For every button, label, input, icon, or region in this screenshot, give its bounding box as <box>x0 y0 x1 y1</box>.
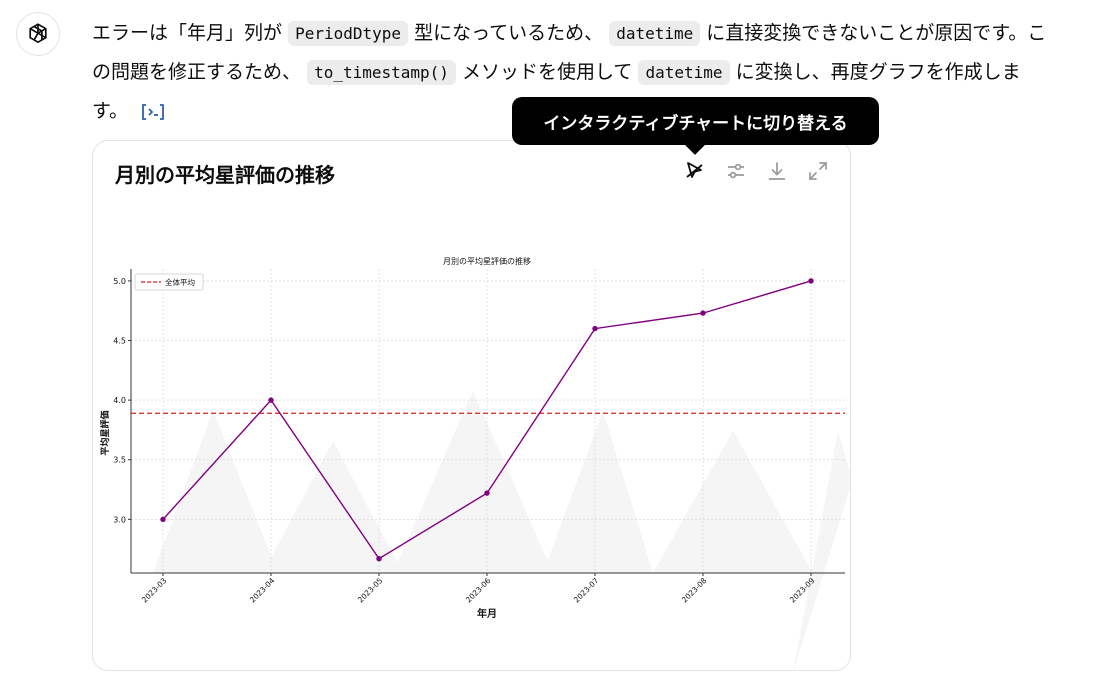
watermark-shape <box>793 431 850 670</box>
message-paragraph: エラーは「年月」列が PeriodDtype 型になっているため、 dateti… <box>92 14 1052 130</box>
inline-code: PeriodDtype <box>288 21 409 46</box>
download-button[interactable] <box>765 159 789 183</box>
chart-watermark <box>153 391 850 670</box>
y-tick-label: 4.5 <box>113 337 126 346</box>
watermark-shape <box>153 411 278 573</box>
watermark-shape <box>393 391 553 573</box>
x-tick-label: 2023-04 <box>248 576 277 605</box>
y-axis-label: 平均星評価 <box>99 410 111 455</box>
assistant-message: エラーは「年月」列が PeriodDtype 型になっているため、 dateti… <box>92 14 1052 130</box>
openai-logo-icon <box>29 23 47 44</box>
data-point <box>268 397 274 403</box>
tooltip: インタラクティブチャートに切り替える <box>512 97 879 155</box>
assistant-avatar <box>16 12 60 56</box>
x-tick-label: 2023-08 <box>680 576 709 605</box>
card-title: 月別の平均星評価の推移 <box>115 163 335 187</box>
y-tick-label: 3.5 <box>113 456 126 465</box>
tooltip-text: インタラクティブチャートに切り替える <box>543 113 848 134</box>
legend-box <box>134 273 204 291</box>
line-chart[interactable]: 月別の平均星評価の推移 3.0 3.5 4.0 4.5 5.0 2023-03 2023-0… <box>93 141 851 671</box>
data-point <box>700 310 706 316</box>
settings-sliders-icon <box>728 163 744 179</box>
y-tick-label: 5.0 <box>113 277 126 286</box>
legend-label: 全体平均 <box>165 277 195 287</box>
message-text: に直接変換できないことが原因です。この問題を修正するため、 <box>92 22 1047 83</box>
data-point <box>592 325 598 332</box>
message-text: に変換し、再度グラフを作成します。 <box>92 61 1021 122</box>
x-tick-label: 2023-03 <box>140 576 169 605</box>
data-point <box>160 516 166 523</box>
chart-grid <box>131 269 845 573</box>
data-point <box>376 555 382 562</box>
message-text: 型になっているため、 <box>414 22 604 44</box>
data-point <box>808 278 814 284</box>
chart-card: 月別の平均星評価の推移 <box>92 140 851 671</box>
watermark-shape <box>263 441 403 573</box>
download-icon <box>768 162 786 180</box>
interactive-cursor-icon <box>686 162 703 178</box>
chart-series <box>160 278 814 562</box>
watermark-shape <box>653 431 813 573</box>
x-axis-label: 年月 <box>477 607 497 620</box>
y-tick-label: 3.0 <box>113 515 126 524</box>
expand-icon <box>809 162 827 180</box>
data-point <box>484 490 490 496</box>
chart-settings-button[interactable] <box>724 159 748 183</box>
interactive-chart-button[interactable] <box>683 159 707 183</box>
x-tick-label: 2023-07 <box>572 576 601 605</box>
expand-button[interactable] <box>806 159 830 183</box>
x-tick-label: 2023-05 <box>356 576 385 605</box>
plot-title: 月別の平均星評価の推移 <box>443 256 531 266</box>
message-text: エラーは「年月」列が <box>92 22 283 44</box>
message-text: メソッドを使用して <box>461 61 633 83</box>
chart-legend: 全体平均 <box>134 273 204 291</box>
code-bracket-icon <box>142 103 165 120</box>
inline-code: datetime <box>609 21 701 46</box>
x-tick-label: 2023-06 <box>464 576 493 605</box>
watermark-shape <box>543 411 653 573</box>
inline-code: datetime <box>638 60 730 85</box>
card-toolbar <box>683 159 830 183</box>
view-analysis-button[interactable] <box>140 102 166 122</box>
y-tick-label: 4.0 <box>113 396 126 405</box>
inline-code: to_timestamp() <box>307 60 456 85</box>
